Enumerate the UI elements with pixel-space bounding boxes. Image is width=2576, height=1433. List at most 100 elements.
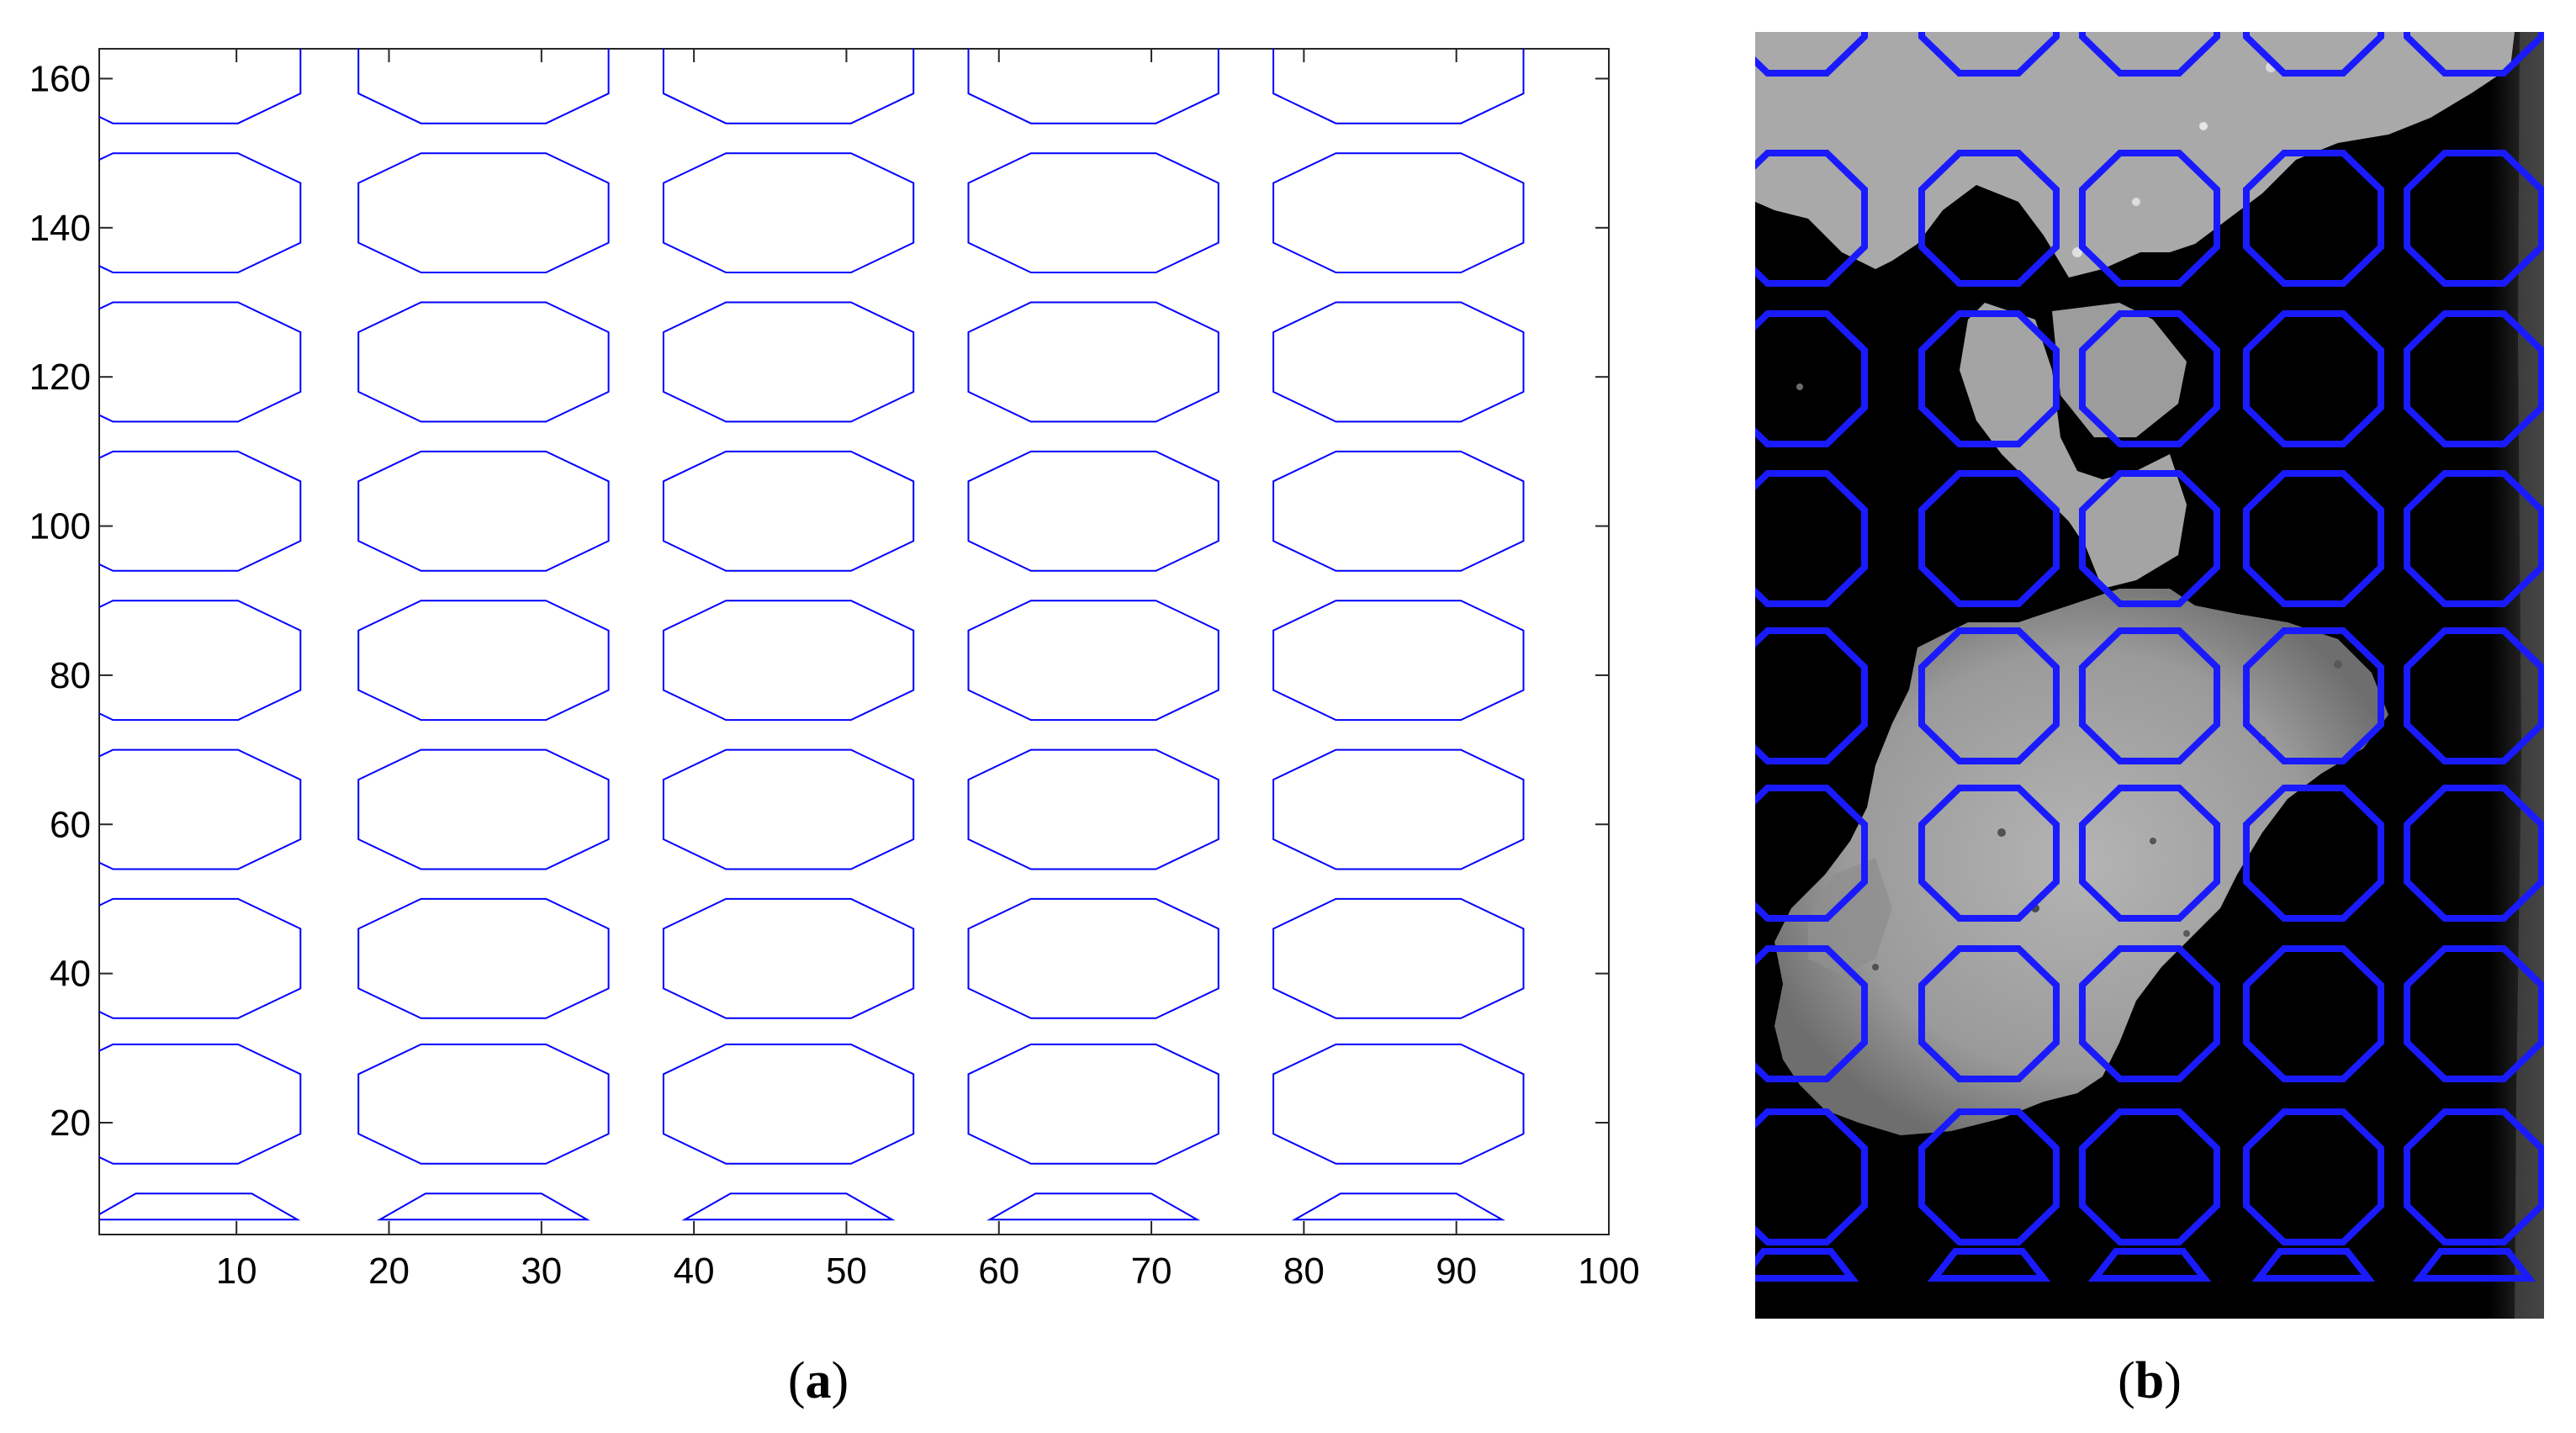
overlay-octagon [1755, 945, 1868, 1082]
overlay-trapezoid [2087, 1248, 2212, 1282]
octagon-cell-partial [1272, 49, 1525, 124]
octagon-cell [357, 897, 610, 1019]
panel-b-image: (b) [1755, 32, 2544, 1409]
overlay-octagon [2079, 945, 2220, 1082]
overlay-octagon [2404, 150, 2544, 287]
x-tick-label: 100 [1578, 1251, 1639, 1292]
overlay-octagon [2243, 150, 2384, 287]
trapezoid-cell [376, 1192, 590, 1221]
octagon-cell [1272, 301, 1525, 423]
octagon-cell [357, 600, 610, 722]
overlay-octagon [1755, 1108, 1868, 1245]
octagon-cell [99, 450, 302, 572]
y-tick-label: 160 [29, 58, 91, 99]
octagon-cell [357, 1043, 610, 1165]
octagon-cell [967, 301, 1219, 423]
x-axis-ticks: 10 20 30 40 50 60 70 80 90 100 [216, 49, 1640, 1292]
overlay-octagon [1918, 945, 2060, 1082]
axes-box [98, 48, 1610, 1235]
overlay-trapezoid [2251, 1248, 2376, 1282]
trapezoid-cell [1291, 1192, 1505, 1221]
overlay-octagon [2079, 310, 2220, 447]
octagon-cell [99, 748, 302, 870]
octagon-cell-partial [357, 49, 610, 124]
octagon-cell [99, 301, 302, 423]
overlay-octagon [1918, 1108, 2060, 1245]
overlay-octagon [2404, 1108, 2544, 1245]
overlay-octagon [1755, 470, 1868, 607]
y-tick-label: 20 [50, 1103, 91, 1144]
overlay-octagon [2404, 470, 2544, 607]
overlay-octagon [2079, 1108, 2220, 1245]
octagon-cell-partial [967, 49, 1219, 124]
overlay-octagon-partial [2243, 32, 2384, 77]
overlay-octagon [2079, 785, 2220, 922]
x-tick-label: 60 [978, 1251, 1019, 1292]
overlay-octagon [2404, 627, 2544, 764]
octagon-cell [99, 152, 302, 273]
octagon-cell [1272, 1043, 1525, 1165]
octagon-overlay [1755, 32, 2544, 1282]
x-tick-label: 80 [1283, 1251, 1325, 1292]
trapezoid-cell [986, 1192, 1201, 1221]
x-tick-label: 70 [1131, 1251, 1172, 1292]
y-tick-label: 80 [50, 655, 91, 696]
octagon-cell [357, 748, 610, 870]
octagon-cell [357, 301, 610, 423]
octagon-cells [99, 49, 1525, 1221]
y-tick-label: 60 [50, 804, 91, 845]
octagon-cell [1272, 748, 1525, 870]
octagon-cell [662, 897, 915, 1019]
x-tick-label: 10 [216, 1251, 257, 1292]
x-tick-label: 90 [1436, 1251, 1477, 1292]
overlay-octagon [1918, 150, 2060, 287]
overlay-octagon [1755, 627, 1868, 764]
octagon-cell-partial [99, 49, 302, 124]
octagon-cell [967, 600, 1219, 722]
overlay-octagon [2243, 627, 2384, 764]
octagon-cell [1272, 450, 1525, 572]
panel-a-plot: 10 20 30 40 50 60 70 80 90 100 20 40 60 80 100 120 140 1… [29, 48, 1640, 1409]
overlay-octagon [2243, 945, 2384, 1082]
overlay-octagon [1755, 310, 1868, 447]
x-tick-label: 40 [674, 1251, 715, 1292]
overlay-octagon [2243, 470, 2384, 607]
octagon-cell [662, 600, 915, 722]
x-tick-label: 20 [368, 1251, 410, 1292]
y-tick-label: 140 [29, 208, 91, 249]
overlay-octagon-partial [2079, 32, 2220, 77]
octagon-cell [1272, 897, 1525, 1019]
overlay-octagon [2404, 945, 2544, 1082]
octagon-cell [357, 152, 610, 273]
x-tick-label: 50 [826, 1251, 867, 1292]
overlay-octagon [1755, 785, 1868, 922]
panel-b-label: (b) [2118, 1352, 2182, 1409]
overlay-octagon [1918, 785, 2060, 922]
overlay-octagon-partial [1918, 32, 2060, 77]
overlay-octagon [1755, 150, 1868, 287]
trapezoid-cell [99, 1192, 301, 1221]
octagon-cell [967, 897, 1219, 1019]
octagon-cell [967, 748, 1219, 870]
overlay-trapezoid [1755, 1248, 1859, 1282]
overlay-octagon [1918, 627, 2060, 764]
y-tick-label: 40 [50, 954, 91, 995]
overlay-octagon-partial [2404, 32, 2544, 77]
overlay-octagon [2404, 785, 2544, 922]
y-tick-label: 120 [29, 357, 91, 398]
overlay-octagon [2404, 310, 2544, 447]
overlay-octagon [2243, 1108, 2384, 1245]
panel-a-label: (a) [788, 1352, 849, 1409]
octagon-cell [662, 301, 915, 423]
octagon-cell [357, 450, 610, 572]
octagon-cell [1272, 152, 1525, 273]
overlay-octagon [1918, 470, 2060, 607]
octagon-cell [1272, 600, 1525, 722]
octagon-cell [99, 897, 302, 1019]
octagon-cell [967, 152, 1219, 273]
x-tick-label: 30 [521, 1251, 562, 1292]
octagon-cell [99, 600, 302, 722]
overlay-octagon [2243, 310, 2384, 447]
overlay-octagon [2079, 150, 2220, 287]
